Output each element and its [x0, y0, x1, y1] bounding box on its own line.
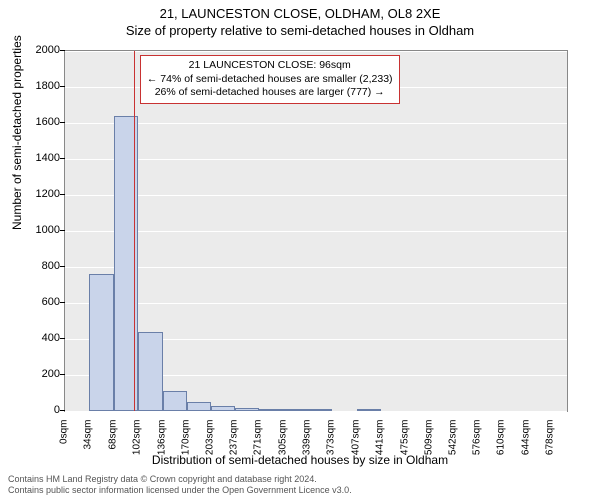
ytick-label: 2000 [26, 44, 60, 56]
ytick-mark [60, 50, 65, 51]
ytick-mark [60, 302, 65, 303]
ytick-mark [60, 374, 65, 375]
gridline [65, 267, 567, 268]
callout-line3: 26% of semi-detached houses are larger (… [147, 86, 393, 100]
callout-line1: 21 LAUNCESTON CLOSE: 96sqm [147, 59, 393, 73]
ytick-mark [60, 338, 65, 339]
gridline [65, 411, 567, 412]
xtick-label: 305sqm [277, 420, 288, 460]
xtick-label: 644sqm [520, 420, 531, 460]
xtick-label: 441sqm [375, 420, 386, 460]
xtick-label: 373sqm [326, 420, 337, 460]
ytick-label: 1000 [26, 224, 60, 236]
gridline [65, 195, 567, 196]
xtick-label: 475sqm [399, 420, 410, 460]
ytick-mark [60, 266, 65, 267]
title-line1: 21, LAUNCESTON CLOSE, OLDHAM, OL8 2XE [0, 6, 600, 23]
attribution-footer: Contains HM Land Registry data © Crown c… [8, 474, 352, 496]
gridline [65, 303, 567, 304]
xtick-label: 170sqm [180, 420, 191, 460]
ytick-label: 200 [26, 368, 60, 380]
xtick-label: 610sqm [496, 420, 507, 460]
ytick-mark [60, 410, 65, 411]
histogram-bar [235, 408, 259, 411]
ytick-mark [60, 122, 65, 123]
histogram-bar [308, 409, 332, 411]
reference-line [134, 51, 135, 411]
xtick-label: 576sqm [472, 420, 483, 460]
ytick-label: 400 [26, 332, 60, 344]
xtick-label: 678sqm [545, 420, 556, 460]
xtick-label: 0sqm [59, 420, 70, 460]
gridline [65, 159, 567, 160]
histogram-bar [187, 402, 211, 411]
histogram-bar [163, 391, 187, 411]
xtick-label: 339sqm [302, 420, 313, 460]
xtick-label: 542sqm [447, 420, 458, 460]
ytick-mark [60, 158, 65, 159]
ytick-mark [60, 86, 65, 87]
xtick-label: 407sqm [350, 420, 361, 460]
xtick-label: 237sqm [228, 420, 239, 460]
gridline [65, 231, 567, 232]
xtick-label: 509sqm [424, 420, 435, 460]
histogram-bar [259, 409, 283, 411]
ytick-label: 1400 [26, 152, 60, 164]
gridline [65, 123, 567, 124]
xtick-label: 102sqm [132, 420, 143, 460]
footer-line2: Contains public sector information licen… [8, 485, 352, 496]
xtick-label: 34sqm [83, 420, 94, 460]
footer-line1: Contains HM Land Registry data © Crown c… [8, 474, 352, 485]
xtick-label: 271sqm [253, 420, 264, 460]
plot-area: 21 LAUNCESTON CLOSE: 96sqm ← 74% of semi… [64, 50, 568, 412]
callout-line2: ← 74% of semi-detached houses are smalle… [147, 73, 393, 87]
histogram-bar [211, 406, 235, 411]
ytick-mark [60, 230, 65, 231]
xtick-label: 136sqm [156, 420, 167, 460]
title-line2: Size of property relative to semi-detach… [0, 23, 600, 40]
xtick-label: 203sqm [204, 420, 215, 460]
ytick-label: 0 [26, 404, 60, 416]
callout-box: 21 LAUNCESTON CLOSE: 96sqm ← 74% of semi… [140, 55, 400, 104]
gridline [65, 51, 567, 52]
chart-container: 21, LAUNCESTON CLOSE, OLDHAM, OL8 2XE Si… [0, 0, 600, 500]
ytick-label: 600 [26, 296, 60, 308]
histogram-bar [284, 409, 308, 411]
ytick-mark [60, 194, 65, 195]
xtick-label: 68sqm [107, 420, 118, 460]
chart-title: 21, LAUNCESTON CLOSE, OLDHAM, OL8 2XE Si… [0, 0, 600, 40]
y-axis-label: Number of semi-detached properties [10, 35, 24, 230]
ytick-label: 800 [26, 260, 60, 272]
ytick-label: 1200 [26, 188, 60, 200]
histogram-bar [89, 274, 113, 411]
histogram-bar [138, 332, 162, 411]
histogram-bar [357, 409, 381, 411]
ytick-label: 1600 [26, 116, 60, 128]
ytick-label: 1800 [26, 80, 60, 92]
